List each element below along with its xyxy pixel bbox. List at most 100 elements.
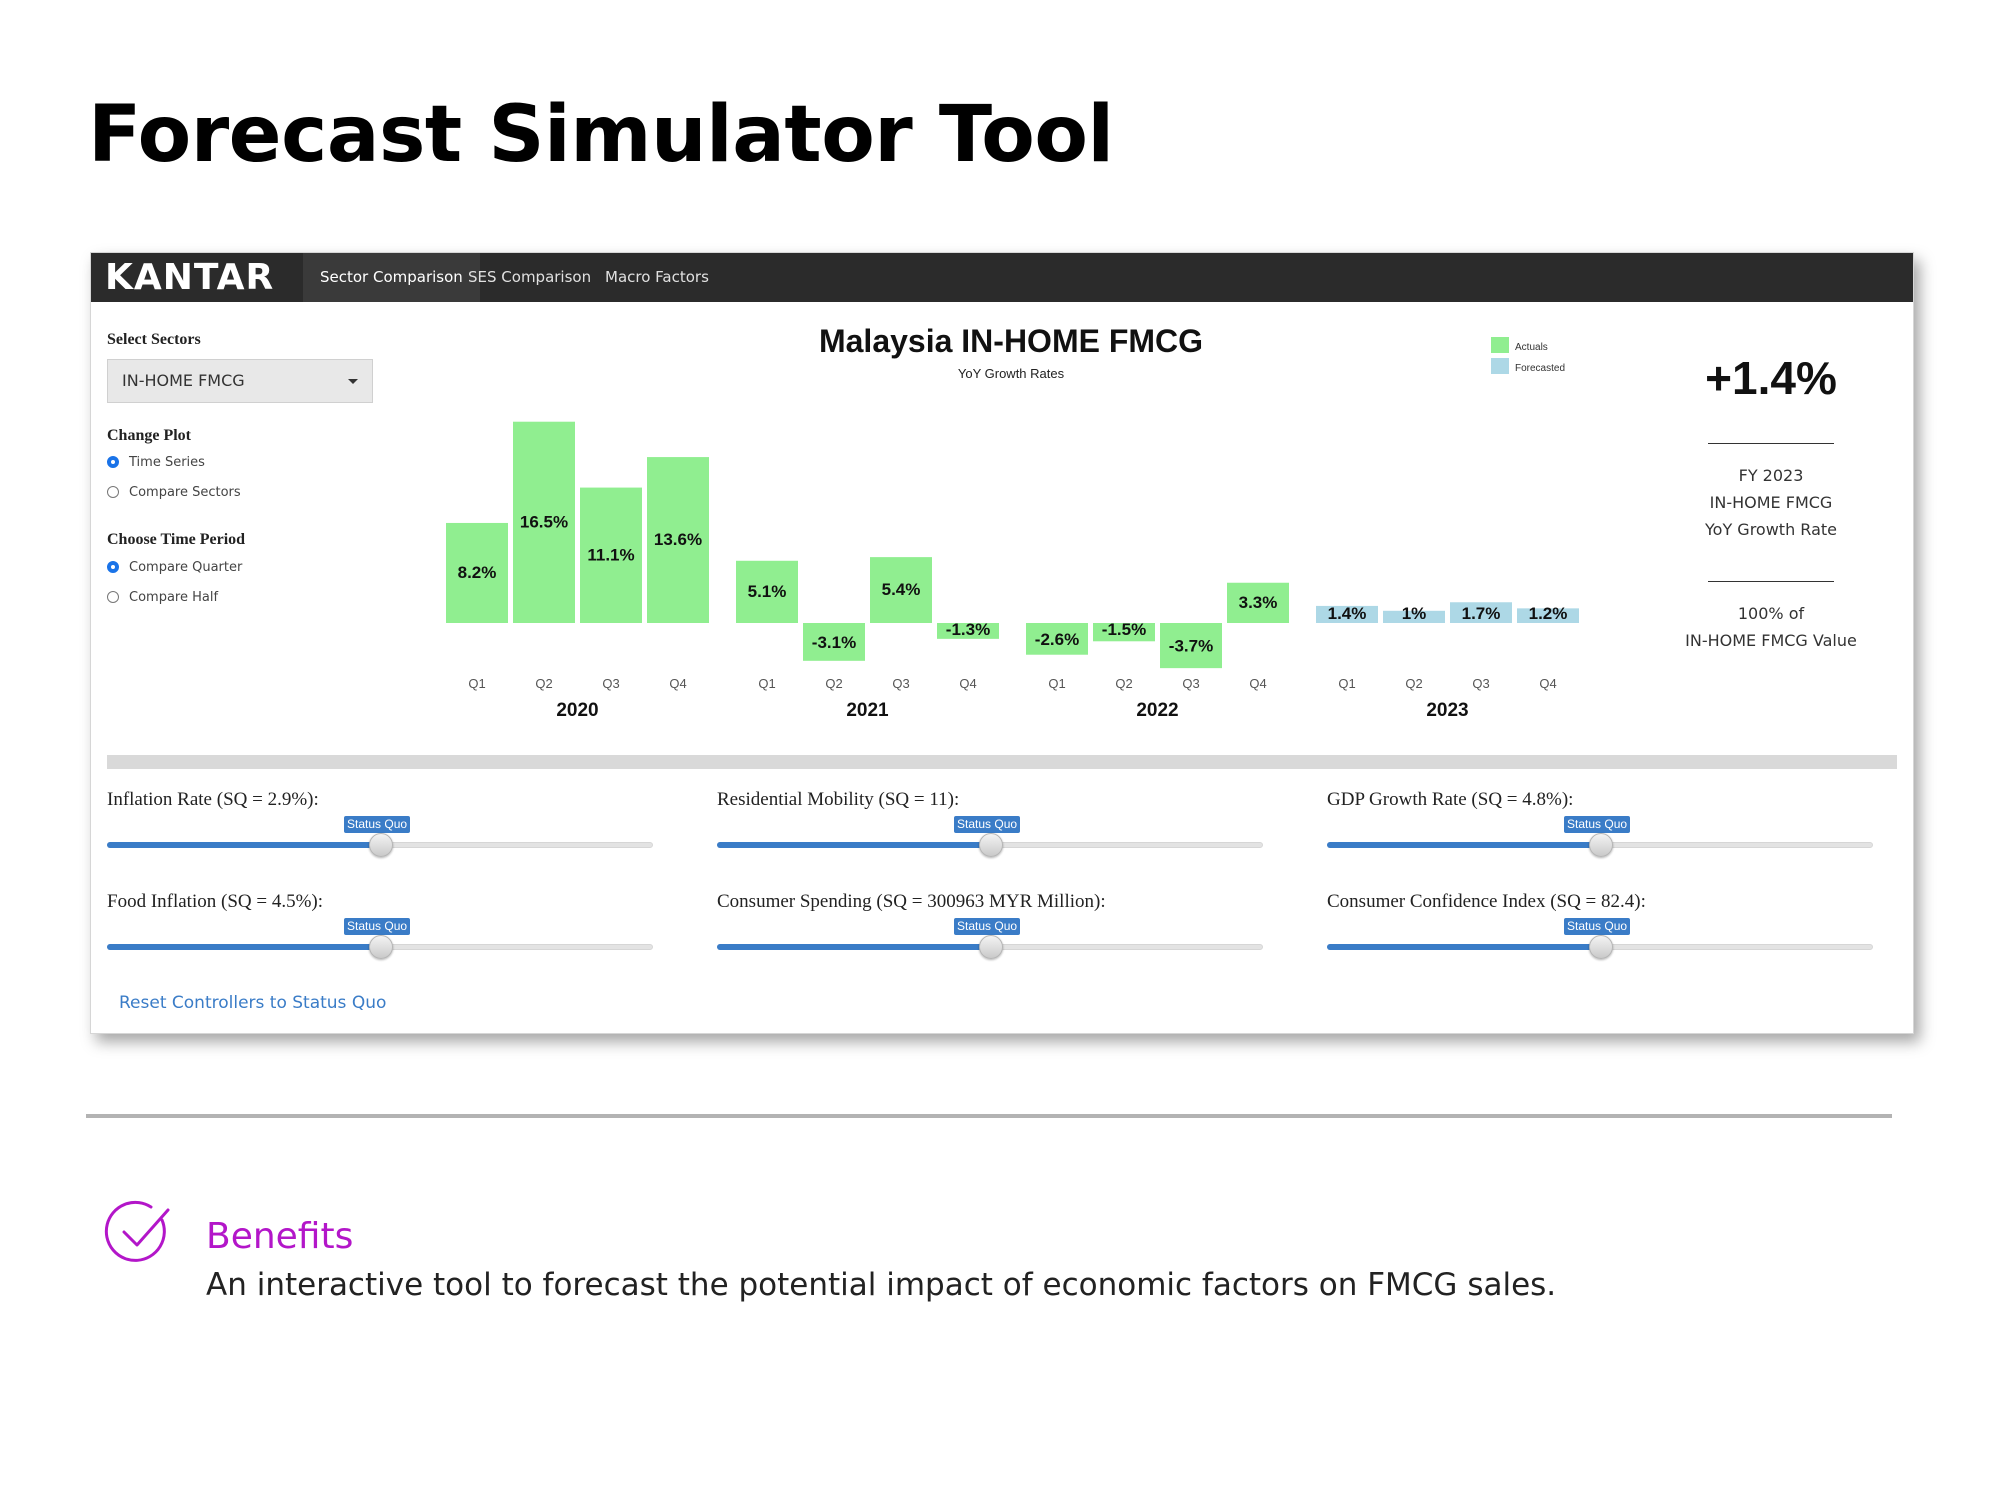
data-label: 13.6% [654, 530, 702, 549]
bar-2020-q3 [580, 487, 642, 623]
data-label: 1.2% [1529, 604, 1568, 623]
food-inflation-slider[interactable] [107, 935, 653, 959]
slider-handle[interactable] [369, 935, 393, 959]
chart-bars: 8.2% Q1 16.5% Q2 11.1% Q3 13.6% Q4 2020 5.1% Q1 -3.… [446, 421, 1579, 721]
consumer-spending-slider[interactable] [717, 935, 1263, 959]
radio-checked-icon[interactable] [107, 456, 119, 468]
inflation-rate-slider[interactable] [107, 833, 653, 857]
food-inflation-control: Food Inflation (SQ = 4.5%): Status Quo [107, 891, 653, 971]
kpi-divider [1708, 443, 1834, 444]
time-period-label: Choose Time Period [107, 531, 246, 548]
residential-mobility-control: Residential Mobility (SQ = 11): Status Q… [717, 789, 1263, 869]
change-plot-label: Change Plot [107, 427, 191, 444]
kpi-period: FY 2023 [1738, 466, 1804, 485]
radio-checked-icon[interactable] [107, 561, 119, 573]
data-label: 5.1% [748, 582, 787, 601]
slider-handle[interactable] [979, 833, 1003, 857]
legend-swatch-actuals [1491, 337, 1509, 353]
slider-fill [717, 842, 990, 848]
tick-label: Q3 [602, 676, 619, 691]
page-title: Forecast Simulator Tool [88, 90, 1114, 180]
bar-2020-q1 [446, 522, 508, 623]
slider-handle[interactable] [369, 833, 393, 857]
consumer-spending-control: Consumer Spending (SQ = 300963 MYR Milli… [717, 891, 1263, 971]
bar-2022-q4 [1227, 582, 1289, 623]
status-quo-badge: Status Quo [954, 816, 1021, 833]
status-quo-badge: Status Quo [344, 918, 411, 935]
radio-time-series[interactable]: Time Series [107, 453, 267, 473]
reset-controllers-link[interactable]: Reset Controllers to Status Quo [119, 993, 387, 1013]
tick-label: Q2 [825, 676, 842, 691]
kpi-divider [1708, 581, 1834, 582]
radio-time-series-label: Time Series [129, 455, 205, 470]
kantar-logo[interactable]: KANTAR [105, 257, 275, 298]
select-sectors-label: Select Sectors [107, 331, 201, 348]
bar-2020-q4 [647, 457, 709, 623]
tick-label: Q3 [1472, 676, 1489, 691]
chart-subtitle: YoY Growth Rates [958, 366, 1065, 381]
slider-handle[interactable] [1589, 833, 1613, 857]
year-label: 2022 [1136, 700, 1178, 721]
bar-2022-q1 [1026, 623, 1088, 655]
tab-macro-factors[interactable]: Macro Factors [605, 268, 709, 286]
tick-label: Q4 [959, 676, 976, 691]
residential-mobility-slider[interactable] [717, 833, 1263, 857]
tick-label: Q3 [892, 676, 909, 691]
slider-fill [717, 944, 990, 950]
year-label: 2021 [846, 700, 889, 721]
benefits-title: Benefits [206, 1216, 354, 1257]
sector-select[interactable]: IN-HOME FMCG [107, 359, 373, 403]
navbar: KANTAR Sector Comparison SES Comparison … [91, 253, 1913, 302]
gdp-growth-label: GDP Growth Rate (SQ = 4.8%): [1327, 789, 1574, 810]
consumer-confidence-label: Consumer Confidence Index (SQ = 82.4): [1327, 891, 1646, 912]
status-quo-badge: Status Quo [954, 918, 1021, 935]
bar-2021-q4 [937, 623, 999, 639]
tick-label: Q4 [1249, 676, 1266, 691]
kpi-value: +1.4% [1705, 352, 1837, 404]
radio-unchecked-icon[interactable] [107, 486, 119, 498]
section-rule [86, 1114, 1892, 1118]
consumer-confidence-slider[interactable] [1327, 935, 1873, 959]
year-label: 2020 [556, 700, 598, 721]
slider-handle[interactable] [1589, 935, 1613, 959]
growth-chart: Malaysia IN-HOME FMCG YoY Growth Rates A… [446, 323, 1579, 721]
slider-fill [107, 842, 380, 848]
kpi-sector: IN-HOME FMCG [1709, 493, 1833, 512]
status-quo-badge: Status Quo [1564, 816, 1631, 833]
section-divider [107, 755, 1897, 769]
app-window: KANTAR Sector Comparison SES Comparison … [90, 252, 1914, 1034]
consumer-spending-label: Consumer Spending (SQ = 300963 MYR Milli… [717, 891, 1106, 912]
chart-title: Malaysia IN-HOME FMCG [819, 323, 1203, 359]
bar-2022-q3 [1160, 623, 1222, 669]
radio-compare-quarter[interactable]: Compare Quarter [107, 558, 267, 578]
tick-label: Q1 [758, 676, 775, 691]
status-quo-badge: Status Quo [344, 816, 411, 833]
data-label: 1.4% [1328, 604, 1367, 623]
radio-compare-half-label: Compare Half [129, 590, 219, 605]
sector-select-value: IN-HOME FMCG [122, 371, 245, 390]
tab-sector-comparison[interactable]: Sector Comparison [303, 253, 480, 302]
radio-unchecked-icon[interactable] [107, 591, 119, 603]
slider-handle[interactable] [979, 935, 1003, 959]
tick-label: Q3 [1182, 676, 1199, 691]
radio-compare-sectors[interactable]: Compare Sectors [107, 483, 267, 503]
radio-compare-quarter-label: Compare Quarter [129, 560, 243, 575]
data-label: 8.2% [458, 563, 497, 582]
legend-swatch-forecasted [1491, 358, 1509, 374]
year-label: 2023 [1426, 700, 1468, 721]
tick-label: Q4 [1539, 676, 1556, 691]
tick-label: Q2 [1405, 676, 1422, 691]
data-label: -3.7% [1169, 637, 1213, 656]
benefits-text: An interactive tool to forecast the pote… [206, 1267, 1557, 1303]
bar-2023-q3 [1450, 602, 1512, 623]
data-label: 11.1% [587, 545, 634, 564]
data-label: 16.5% [520, 512, 568, 531]
radio-compare-half[interactable]: Compare Half [107, 588, 267, 608]
bar-2023-q4 [1517, 608, 1579, 623]
gdp-growth-slider[interactable] [1327, 833, 1873, 857]
kpi-share-detail: IN-HOME FMCG Value [1685, 631, 1857, 650]
tick-label: Q2 [1115, 676, 1132, 691]
tab-ses-comparison[interactable]: SES Comparison [468, 268, 592, 286]
bar-2023-q1 [1316, 605, 1378, 623]
slider-fill [107, 944, 380, 950]
